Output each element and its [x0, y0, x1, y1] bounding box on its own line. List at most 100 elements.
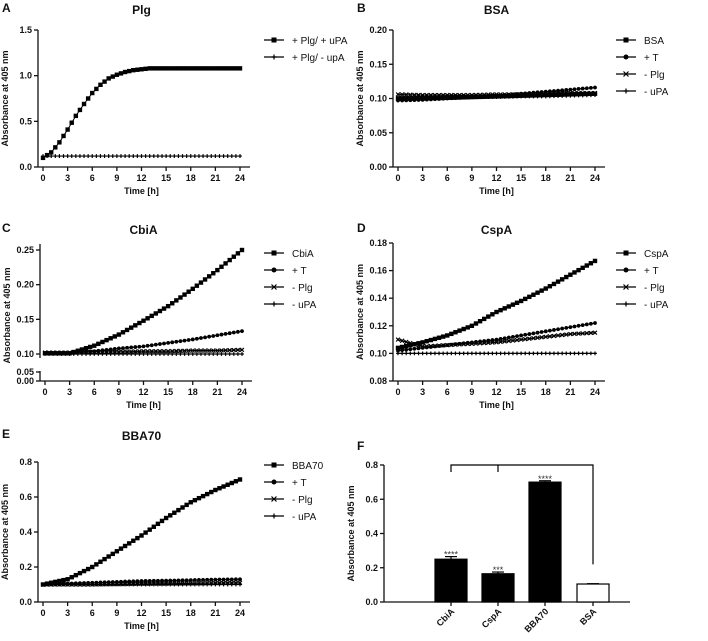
y-tick-label: 0.0	[19, 162, 32, 172]
x-tick-label: 24	[235, 608, 245, 618]
square-marker	[539, 288, 544, 293]
x-marker	[592, 90, 598, 96]
square-marker	[147, 66, 152, 71]
circle-marker	[168, 578, 173, 583]
plus-marker	[213, 154, 218, 158]
plus-marker	[180, 154, 185, 158]
x-marker	[514, 92, 520, 97]
plus-marker	[178, 352, 183, 356]
chart-title: CspA	[481, 223, 513, 237]
x-axis-label: Time [h]	[479, 186, 514, 196]
x-marker	[271, 496, 277, 502]
square-marker	[204, 491, 210, 497]
plus-marker	[61, 582, 66, 587]
x-marker	[440, 92, 446, 98]
x-tick-label: 18	[186, 173, 196, 183]
plus-marker	[186, 352, 191, 356]
x-marker	[576, 331, 581, 336]
plus-marker	[478, 95, 482, 100]
plus-marker	[449, 95, 454, 100]
square-marker	[122, 543, 128, 549]
x-marker	[407, 340, 413, 346]
square-marker	[523, 296, 528, 302]
circle-marker	[192, 578, 197, 582]
square-marker	[229, 66, 234, 71]
plus-marker	[271, 513, 277, 519]
x-marker	[420, 92, 425, 98]
x-marker	[506, 92, 512, 97]
circle-marker	[584, 322, 589, 327]
square-marker	[170, 301, 175, 306]
square-marker	[98, 559, 103, 564]
plus-marker	[75, 352, 80, 356]
square-marker	[200, 66, 206, 71]
x-marker	[416, 92, 421, 98]
plus-marker	[568, 93, 573, 98]
x-marker	[580, 331, 586, 336]
plus-marker	[205, 582, 210, 587]
circle-marker	[404, 98, 409, 103]
y-axis-label: Absorbance at 405 nm	[346, 485, 356, 581]
x-marker	[231, 347, 237, 353]
x-marker	[128, 349, 134, 354]
square-marker	[176, 66, 181, 71]
plus-marker	[147, 582, 152, 587]
x-marker	[453, 92, 458, 98]
plus-marker	[593, 351, 597, 356]
square-marker	[128, 325, 134, 330]
circle-marker	[176, 578, 181, 583]
plus-marker	[67, 352, 72, 356]
plus-marker	[135, 154, 140, 158]
circle-marker	[184, 578, 189, 583]
circle-marker	[217, 577, 222, 582]
plus-marker	[469, 351, 474, 356]
plus-marker	[71, 352, 76, 356]
plus-marker	[100, 352, 105, 356]
plus-marker	[506, 94, 511, 99]
x-marker	[531, 91, 536, 97]
x-marker	[498, 92, 503, 97]
circle-marker	[207, 334, 212, 339]
x-marker	[518, 92, 524, 97]
plus-marker	[108, 352, 113, 356]
chart-title: Plg	[132, 3, 151, 17]
circle-marker	[137, 344, 142, 349]
square-marker	[445, 333, 450, 338]
x-tick-label: 15	[161, 173, 171, 183]
y-tick-label: 0.4	[365, 529, 378, 539]
plus-marker	[43, 352, 47, 356]
plus-marker	[535, 351, 540, 356]
circle-marker	[552, 328, 556, 332]
x-tick-label: 12	[138, 387, 148, 397]
plus-marker	[547, 94, 552, 99]
plus-marker	[502, 351, 507, 356]
plus-marker	[416, 351, 421, 356]
square-marker	[53, 145, 58, 150]
plus-marker	[568, 351, 573, 356]
square-marker	[172, 66, 177, 71]
plus-marker	[199, 352, 203, 356]
plus-marker	[55, 352, 60, 356]
y-tick-label: 0.6	[19, 492, 32, 502]
x-marker	[498, 339, 503, 345]
square-marker	[568, 272, 573, 277]
square-marker	[155, 66, 161, 71]
square-marker	[81, 101, 87, 107]
square-marker	[432, 336, 438, 342]
legend-item: CbiA	[264, 249, 314, 260]
square-marker	[90, 90, 95, 96]
y-tick-label: 0.20	[369, 25, 387, 35]
x-marker	[510, 338, 516, 343]
square-marker	[510, 302, 516, 307]
y-tick-label: 0.0	[19, 597, 32, 607]
y-tick-label: 0.10	[369, 94, 387, 104]
square-marker	[114, 549, 120, 554]
x-marker	[453, 342, 458, 347]
square-marker	[139, 533, 144, 538]
plus-marker	[547, 351, 552, 356]
square-marker	[237, 477, 243, 482]
plus-marker	[188, 582, 193, 587]
circle-marker	[203, 335, 207, 340]
plus-marker	[84, 352, 88, 356]
